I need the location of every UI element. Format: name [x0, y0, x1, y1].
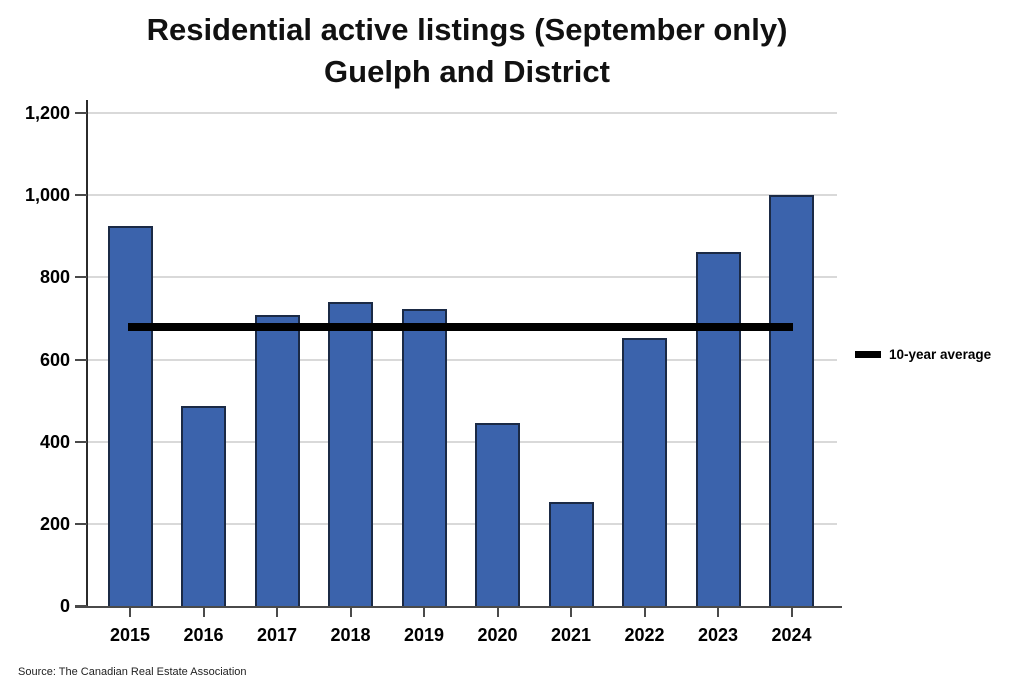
gridline-200	[88, 522, 837, 525]
y-axis-label-1,200: 1,200	[24, 103, 70, 123]
bar-2018	[328, 301, 373, 606]
y-axis-label-600: 600	[39, 349, 70, 370]
x-axis-label-2017: 2017	[256, 625, 298, 645]
x-axis-label-2022: 2022	[624, 625, 665, 645]
y-axis-label-800: 800	[39, 267, 70, 288]
bar-2015	[107, 225, 153, 606]
x-tick-2016	[202, 608, 205, 617]
x-axis-label-2020: 2020	[477, 625, 518, 645]
x-axis-label-2021: 2021	[550, 625, 592, 645]
x-tick-2015	[129, 608, 131, 617]
chart-title-line1: Residential active listings (September o…	[146, 12, 788, 47]
x-axis-label-2019: 2019	[403, 625, 445, 645]
y-axis-label-200: 200	[39, 513, 70, 534]
bar-2022	[622, 338, 667, 606]
y-axis-label-400: 400	[39, 431, 70, 452]
x-tick-2022	[643, 608, 646, 617]
gridline-600	[88, 358, 837, 361]
gridline-1,200	[88, 112, 837, 114]
y-tick-1,000	[75, 194, 87, 197]
legend-line-swatch	[855, 351, 881, 358]
x-axis-label-2024: 2024	[771, 625, 812, 645]
y-tick-400	[75, 440, 87, 443]
gridline-1,000	[88, 194, 837, 197]
bar-2023	[695, 252, 741, 606]
bar-2019	[401, 308, 447, 606]
y-axis-label-1,000: 1,000	[24, 185, 70, 206]
y-tick-1,200	[75, 112, 87, 114]
x-tick-2019	[423, 608, 425, 617]
bar-2024	[769, 194, 814, 606]
legend-label: 10-year average	[889, 347, 992, 362]
x-tick-2017	[276, 608, 278, 617]
bar-2020	[475, 423, 520, 606]
bar-2021	[548, 502, 594, 606]
y-tick-800	[75, 276, 87, 279]
y-tick-600	[75, 358, 87, 361]
x-tick-2023	[717, 608, 719, 617]
chart-title-line2: Guelph and District	[324, 54, 610, 89]
y-axis-line	[86, 100, 88, 608]
gridline-800	[88, 276, 837, 279]
x-tick-2020	[496, 608, 499, 617]
average-line	[128, 323, 793, 332]
legend: 10-year average	[855, 347, 991, 362]
x-axis-label-2015: 2015	[109, 625, 151, 645]
x-axis-label-2018: 2018	[330, 625, 371, 645]
y-tick-200	[75, 522, 87, 525]
x-axis-label-2023: 2023	[697, 625, 739, 645]
bar-2017	[254, 315, 300, 606]
source-note: Source: The Canadian Real Estate Associa…	[18, 666, 247, 678]
plot-area	[88, 112, 837, 606]
x-axis-label-2016: 2016	[183, 625, 224, 645]
y-axis-label-0: 0	[59, 596, 70, 616]
chart-title: Residential active listings (September o…	[0, 9, 934, 93]
x-axis-line	[75, 606, 842, 608]
bar-2016	[181, 405, 226, 606]
x-tick-2021	[570, 608, 572, 617]
y-tick-0	[75, 605, 87, 607]
x-tick-2018	[349, 608, 352, 617]
gridline-400	[88, 440, 837, 443]
x-tick-2024	[790, 608, 793, 617]
